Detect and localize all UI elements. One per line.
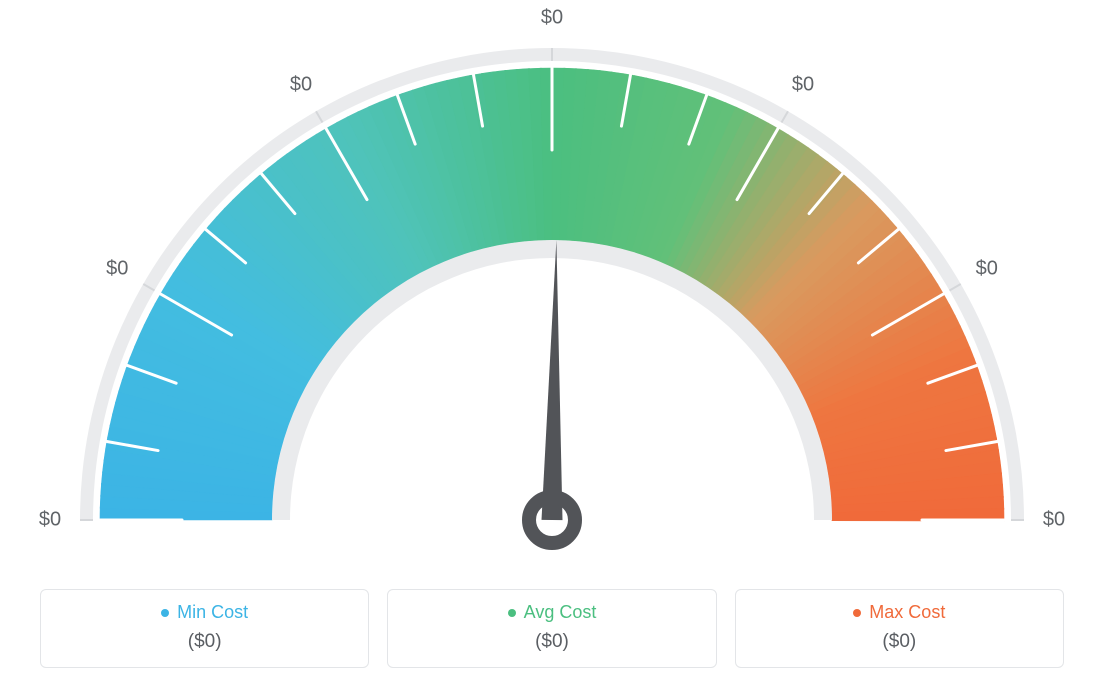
- gauge-tick-label: $0: [39, 509, 61, 532]
- cost-gauge-chart: $0 $0 $0 $0 $0 $0 $0 Min Cost ($0) Avg Cost ($…: [0, 0, 1104, 690]
- gauge-tick-label: $0: [792, 74, 814, 97]
- gauge-tick-label: $0: [290, 74, 312, 97]
- gauge-tick-label: $0: [106, 258, 128, 281]
- legend-dot-min: [161, 609, 169, 617]
- legend-title-min: Min Cost: [161, 602, 248, 623]
- legend-value-min: ($0): [59, 631, 350, 653]
- legend-label-max: Max Cost: [869, 602, 945, 623]
- legend-value-max: ($0): [754, 631, 1045, 653]
- legend-dot-avg: [508, 609, 516, 617]
- gauge-tick-label: $0: [1043, 509, 1065, 532]
- legend-label-avg: Avg Cost: [524, 602, 597, 623]
- legend-title-avg: Avg Cost: [508, 602, 597, 623]
- legend-dot-max: [853, 609, 861, 617]
- legend-row: Min Cost ($0) Avg Cost ($0) Max Cost ($0…: [40, 589, 1064, 668]
- legend-title-max: Max Cost: [853, 602, 945, 623]
- gauge-area: $0 $0 $0 $0 $0 $0 $0: [0, 0, 1104, 560]
- gauge-tick-label: $0: [976, 258, 998, 281]
- legend-card-max: Max Cost ($0): [735, 589, 1064, 668]
- legend-label-min: Min Cost: [177, 602, 248, 623]
- gauge-tick-label: $0: [541, 7, 563, 30]
- legend-card-avg: Avg Cost ($0): [387, 589, 716, 668]
- legend-card-min: Min Cost ($0): [40, 589, 369, 668]
- legend-value-avg: ($0): [406, 631, 697, 653]
- gauge-svg: [0, 0, 1104, 560]
